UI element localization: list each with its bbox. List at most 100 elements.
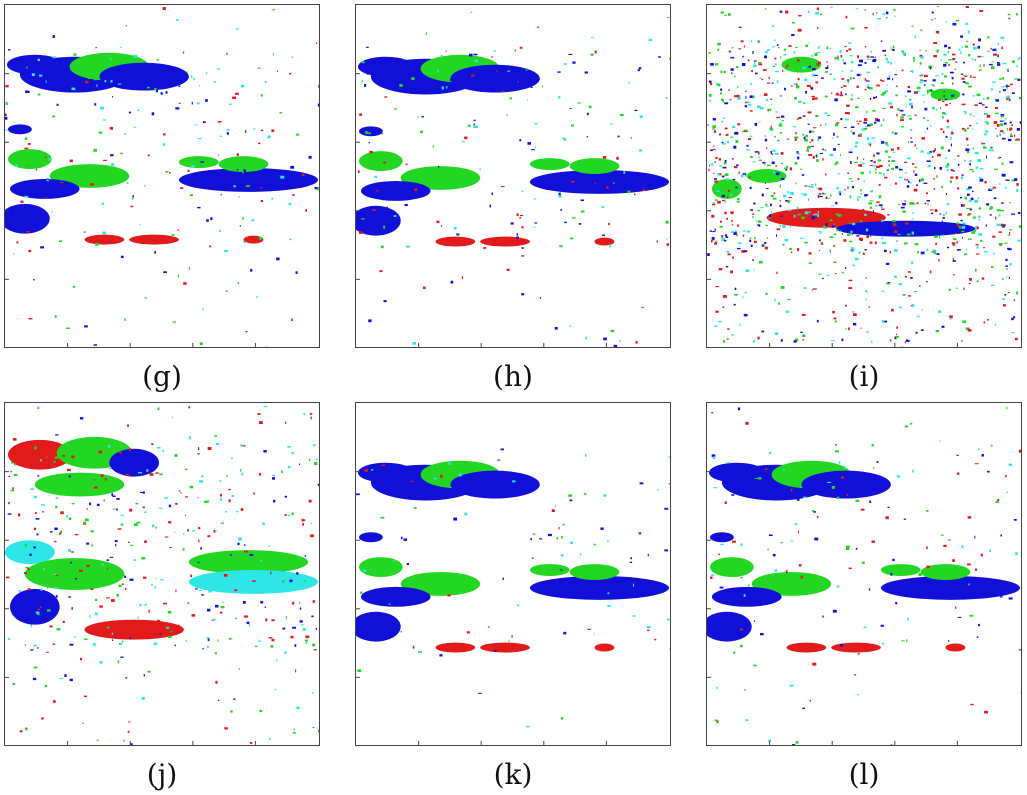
class-pixel: [238, 537, 242, 541]
class-pixel: [190, 574, 193, 578]
class-pixel: [855, 547, 858, 550]
class-pixel: [774, 63, 777, 66]
class-pixel: [666, 243, 670, 246]
class-pixel: [857, 653, 860, 655]
class-pixel: [998, 231, 1003, 233]
class-pixel: [816, 187, 820, 190]
class-pixel: [813, 213, 818, 216]
class-pixel: [167, 610, 172, 614]
class-pixel: [225, 290, 228, 292]
class-pixel: [927, 203, 929, 205]
class-pixel: [78, 569, 83, 572]
class-pixel: [841, 70, 843, 73]
class-pixel: [740, 576, 743, 579]
class-pixel: [648, 38, 653, 41]
class-pixel: [94, 612, 98, 616]
class-pixel: [865, 277, 867, 279]
class-pixel: [981, 143, 986, 145]
class-pixel: [969, 277, 972, 281]
class-pixel: [946, 169, 949, 172]
class-pixel: [772, 149, 776, 152]
class-pixel: [933, 224, 938, 227]
class-pixel: [845, 93, 847, 96]
class-pixel: [734, 75, 736, 78]
class-pixel: [241, 170, 244, 174]
class-pixel: [882, 118, 885, 122]
class-pixel: [934, 235, 938, 238]
class-pixel: [13, 473, 18, 477]
class-pixel: [254, 645, 258, 648]
class-pixel: [860, 193, 863, 195]
class-pixel: [936, 175, 938, 178]
class-pixel: [717, 200, 721, 204]
class-pixel: [496, 70, 498, 72]
class-pixel: [857, 134, 862, 137]
class-pixel: [869, 500, 872, 503]
class-pixel: [439, 654, 443, 657]
class-pixel: [779, 224, 782, 227]
class-pixel: [726, 196, 729, 199]
class-pixel: [197, 561, 200, 563]
class-pixel: [60, 530, 63, 533]
class-pixel: [932, 84, 935, 87]
class-pixel: [824, 71, 829, 73]
class-pixel: [734, 287, 737, 290]
class-pixel: [972, 170, 975, 173]
class-pixel: [725, 481, 727, 485]
class-pixel: [714, 63, 719, 66]
class-pixel: [746, 230, 751, 233]
class-pixel: [272, 499, 276, 503]
class-pixel: [368, 319, 372, 323]
class-pixel: [885, 141, 888, 145]
class-pixel: [564, 221, 567, 224]
class-pixel: [780, 162, 784, 165]
class-pixel: [647, 553, 650, 557]
class-pixel: [993, 197, 997, 200]
class-pixel: [466, 631, 470, 634]
class-pixel: [990, 444, 993, 447]
class-pixel: [182, 51, 185, 54]
class-pixel: [725, 133, 729, 136]
class-pixel: [159, 473, 163, 476]
class-pixel: [787, 298, 791, 301]
class-pixel: [262, 522, 265, 526]
class-pixel: [811, 130, 815, 133]
class-pixel: [999, 596, 1003, 598]
class-pixel: [934, 209, 938, 213]
class-pixel: [147, 670, 151, 673]
class-pixel: [563, 139, 567, 141]
class-pixel: [296, 706, 300, 709]
class-pixel: [806, 84, 811, 88]
class-pixel: [996, 223, 1001, 227]
class-pixel: [815, 97, 818, 100]
class-pixel: [519, 214, 524, 217]
class-pixel: [521, 247, 524, 249]
class-pixel: [850, 70, 854, 72]
class-pixel: [957, 187, 960, 190]
class-pixel: [805, 134, 808, 138]
class-pixel: [919, 62, 922, 65]
class-pixel: [26, 164, 28, 167]
class-pixel: [5, 576, 10, 579]
class-pixel: [794, 161, 798, 165]
class-pixel: [217, 67, 220, 70]
class-pixel: [826, 61, 828, 63]
class-pixel: [918, 179, 921, 182]
class-pixel: [404, 204, 408, 207]
class-pixel: [801, 193, 803, 195]
class-pixel: [302, 519, 306, 522]
class-pixel: [858, 120, 862, 123]
class-pixel: [1002, 224, 1005, 228]
class-pixel: [317, 187, 319, 191]
class-pixel: [1011, 213, 1016, 215]
class-pixel: [42, 596, 46, 599]
class-pixel: [833, 78, 836, 80]
class-pixel: [816, 159, 819, 162]
class-pixel: [1005, 186, 1007, 190]
class-pixel: [183, 282, 187, 285]
class-pixel: [811, 216, 816, 220]
class-pixel: [771, 161, 775, 165]
class-pixel: [308, 155, 312, 159]
class-pixel: [32, 677, 37, 681]
class-pixel: [978, 207, 981, 210]
